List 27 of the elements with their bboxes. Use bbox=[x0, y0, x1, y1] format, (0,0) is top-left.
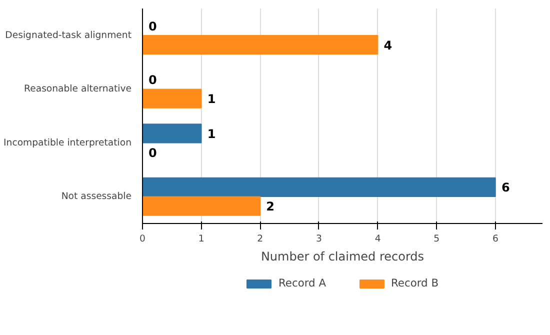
legend-label: Record B bbox=[390, 276, 439, 290]
bar bbox=[142, 88, 202, 108]
bar bbox=[142, 196, 261, 216]
y-tick-label: Designated-task alignment bbox=[5, 30, 132, 41]
y-tick-label: Incompatible interpretation bbox=[4, 137, 132, 148]
legend-label: Record A bbox=[278, 276, 326, 290]
bar bbox=[142, 124, 202, 144]
x-axis-title: Number of claimed records bbox=[260, 250, 424, 264]
data-label: 0 bbox=[148, 73, 157, 88]
data-label: 6 bbox=[501, 180, 510, 195]
data-label: 1 bbox=[207, 92, 216, 106]
data-label: 0 bbox=[148, 146, 157, 160]
x-tick-label: 0 bbox=[140, 234, 146, 244]
x-tick-label: 4 bbox=[374, 234, 381, 244]
bar bbox=[142, 177, 496, 198]
y-tick-label: Reasonable alternative bbox=[24, 84, 132, 95]
data-label: 4 bbox=[384, 38, 392, 52]
x-tick-label: 2 bbox=[257, 234, 264, 244]
data-label: 1 bbox=[207, 126, 216, 141]
y-tick-label: Not assessable bbox=[61, 191, 132, 202]
x-tick-label: 3 bbox=[316, 234, 322, 244]
x-tick-label: 5 bbox=[434, 234, 440, 244]
bar bbox=[142, 34, 378, 55]
x-tick-label: 6 bbox=[492, 234, 498, 244]
data-label: 0 bbox=[148, 19, 157, 34]
data-label: 2 bbox=[266, 200, 275, 214]
x-tick-label: 1 bbox=[198, 234, 204, 244]
